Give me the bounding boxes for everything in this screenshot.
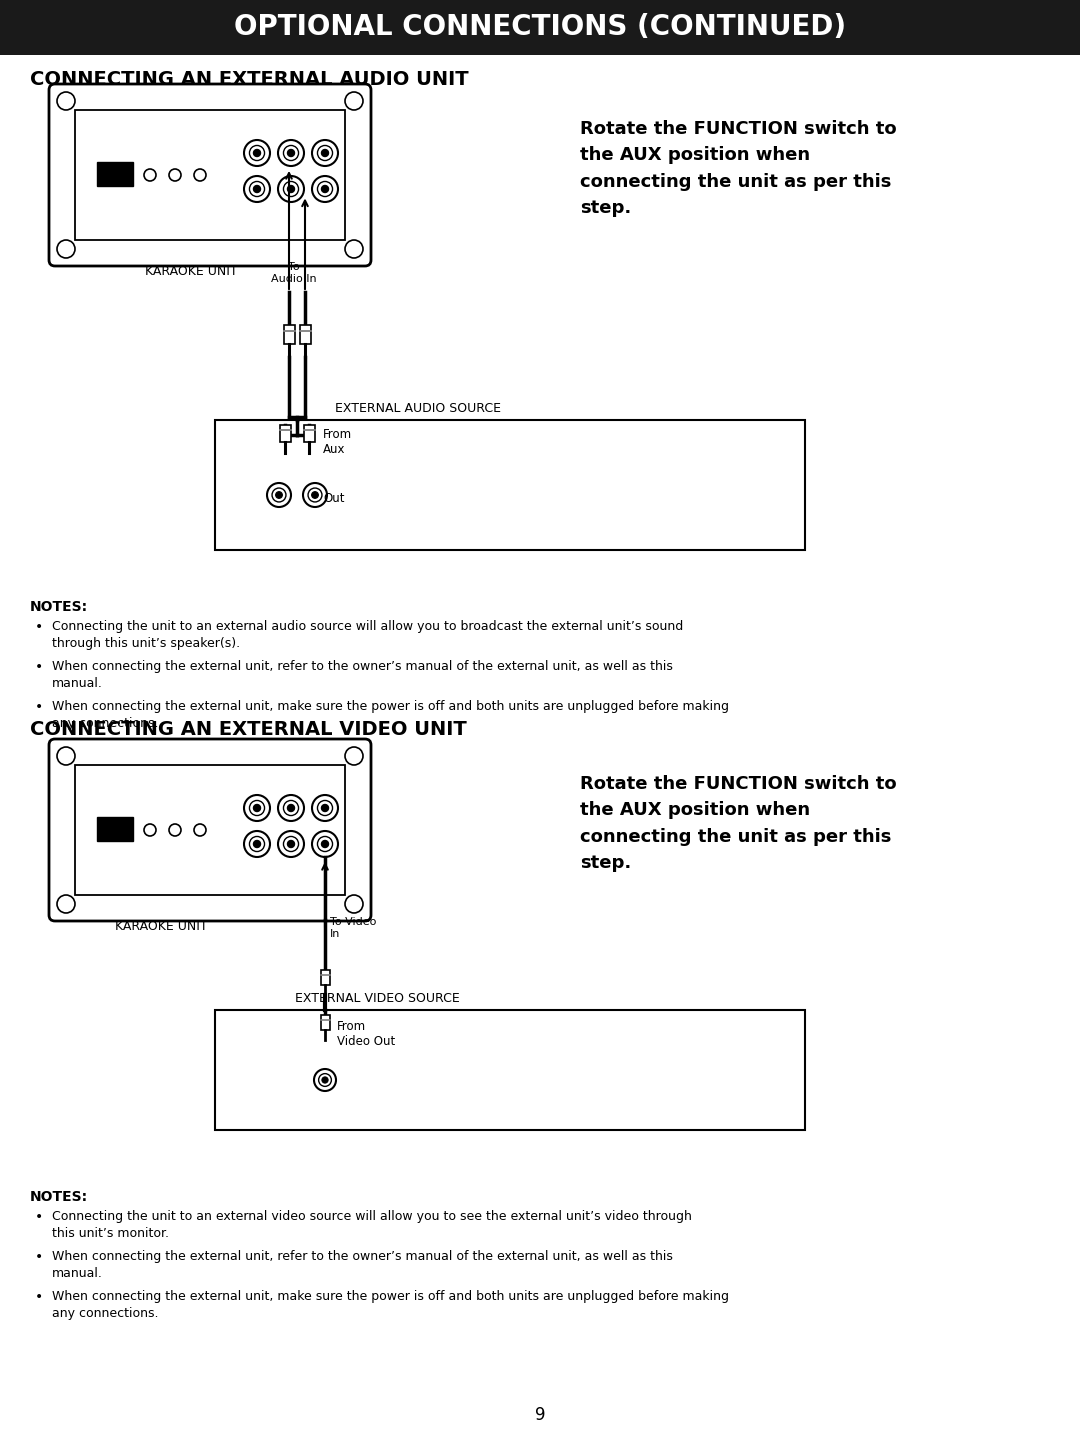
Text: Rotate the FUNCTION switch to
the AUX position when
connecting the unit as per t: Rotate the FUNCTION switch to the AUX po… [580, 120, 896, 217]
Text: KARAOKE UNIT: KARAOKE UNIT [145, 265, 238, 278]
Text: CONNECTING AN EXTERNAL AUDIO UNIT: CONNECTING AN EXTERNAL AUDIO UNIT [30, 71, 469, 89]
Bar [283, 325, 295, 344]
Circle shape [322, 841, 328, 848]
Text: NOTES:: NOTES: [30, 600, 89, 613]
Text: When connecting the external unit, refer to the owner’s manual of the external u: When connecting the external unit, refer… [52, 660, 673, 672]
Text: When connecting the external unit, make sure the power is off and both units are: When connecting the external unit, make … [52, 700, 729, 713]
Text: To
Audio In: To Audio In [271, 262, 316, 284]
Text: through this unit’s speaker(s).: through this unit’s speaker(s). [52, 636, 240, 649]
Text: When connecting the external unit, make sure the power is off and both units are: When connecting the external unit, make … [52, 1290, 729, 1303]
Bar [303, 425, 314, 442]
Bar [215, 420, 805, 550]
Circle shape [312, 491, 319, 498]
Text: •: • [35, 1250, 43, 1264]
Circle shape [287, 841, 295, 848]
Circle shape [275, 491, 282, 498]
Bar [321, 971, 329, 985]
Text: 9: 9 [535, 1405, 545, 1424]
Bar [97, 816, 133, 841]
Circle shape [254, 841, 260, 848]
Text: KARAOKE UNIT: KARAOKE UNIT [114, 920, 207, 933]
Text: manual.: manual. [52, 1267, 103, 1280]
Text: When connecting the external unit, refer to the owner’s manual of the external u: When connecting the external unit, refer… [52, 1250, 673, 1263]
Text: manual.: manual. [52, 677, 103, 690]
Text: OPTIONAL CONNECTIONS (CONTINUED): OPTIONAL CONNECTIONS (CONTINUED) [234, 13, 846, 42]
Bar [75, 109, 345, 240]
Circle shape [322, 1077, 328, 1083]
Text: Out: Out [323, 491, 345, 504]
Text: Connecting the unit to an external audio source will allow you to broadcast the : Connecting the unit to an external audio… [52, 621, 684, 634]
Text: •: • [35, 621, 43, 634]
Text: Rotate the FUNCTION switch to
the AUX position when
connecting the unit as per t: Rotate the FUNCTION switch to the AUX po… [580, 775, 896, 873]
Circle shape [322, 186, 328, 193]
Bar [75, 765, 345, 896]
Circle shape [254, 150, 260, 157]
Text: From
Video Out: From Video Out [337, 1020, 395, 1048]
Text: •: • [35, 1210, 43, 1224]
Text: From
Aux: From Aux [323, 428, 352, 456]
Circle shape [254, 186, 260, 193]
Bar [0, 0, 1080, 55]
Bar [97, 161, 133, 186]
Bar [280, 425, 291, 442]
Bar [321, 1015, 329, 1030]
Bar [215, 1009, 805, 1130]
Text: NOTES:: NOTES: [30, 1189, 89, 1204]
Text: EXTERNAL AUDIO SOURCE: EXTERNAL AUDIO SOURCE [335, 402, 501, 415]
Circle shape [287, 186, 295, 193]
Text: •: • [35, 660, 43, 674]
Text: any connections.: any connections. [52, 717, 159, 730]
Text: Connecting the unit to an external video source will allow you to see the extern: Connecting the unit to an external video… [52, 1210, 692, 1223]
Circle shape [287, 150, 295, 157]
Circle shape [322, 150, 328, 157]
Text: To Video
In: To Video In [330, 917, 376, 939]
Text: CONNECTING AN EXTERNAL VIDEO UNIT: CONNECTING AN EXTERNAL VIDEO UNIT [30, 720, 467, 739]
Bar [299, 325, 311, 344]
Text: EXTERNAL VIDEO SOURCE: EXTERNAL VIDEO SOURCE [295, 992, 460, 1005]
Circle shape [322, 805, 328, 812]
Text: this unit’s monitor.: this unit’s monitor. [52, 1227, 168, 1240]
Text: •: • [35, 700, 43, 714]
Circle shape [287, 805, 295, 812]
Text: •: • [35, 1290, 43, 1305]
Text: any connections.: any connections. [52, 1308, 159, 1320]
Circle shape [254, 805, 260, 812]
